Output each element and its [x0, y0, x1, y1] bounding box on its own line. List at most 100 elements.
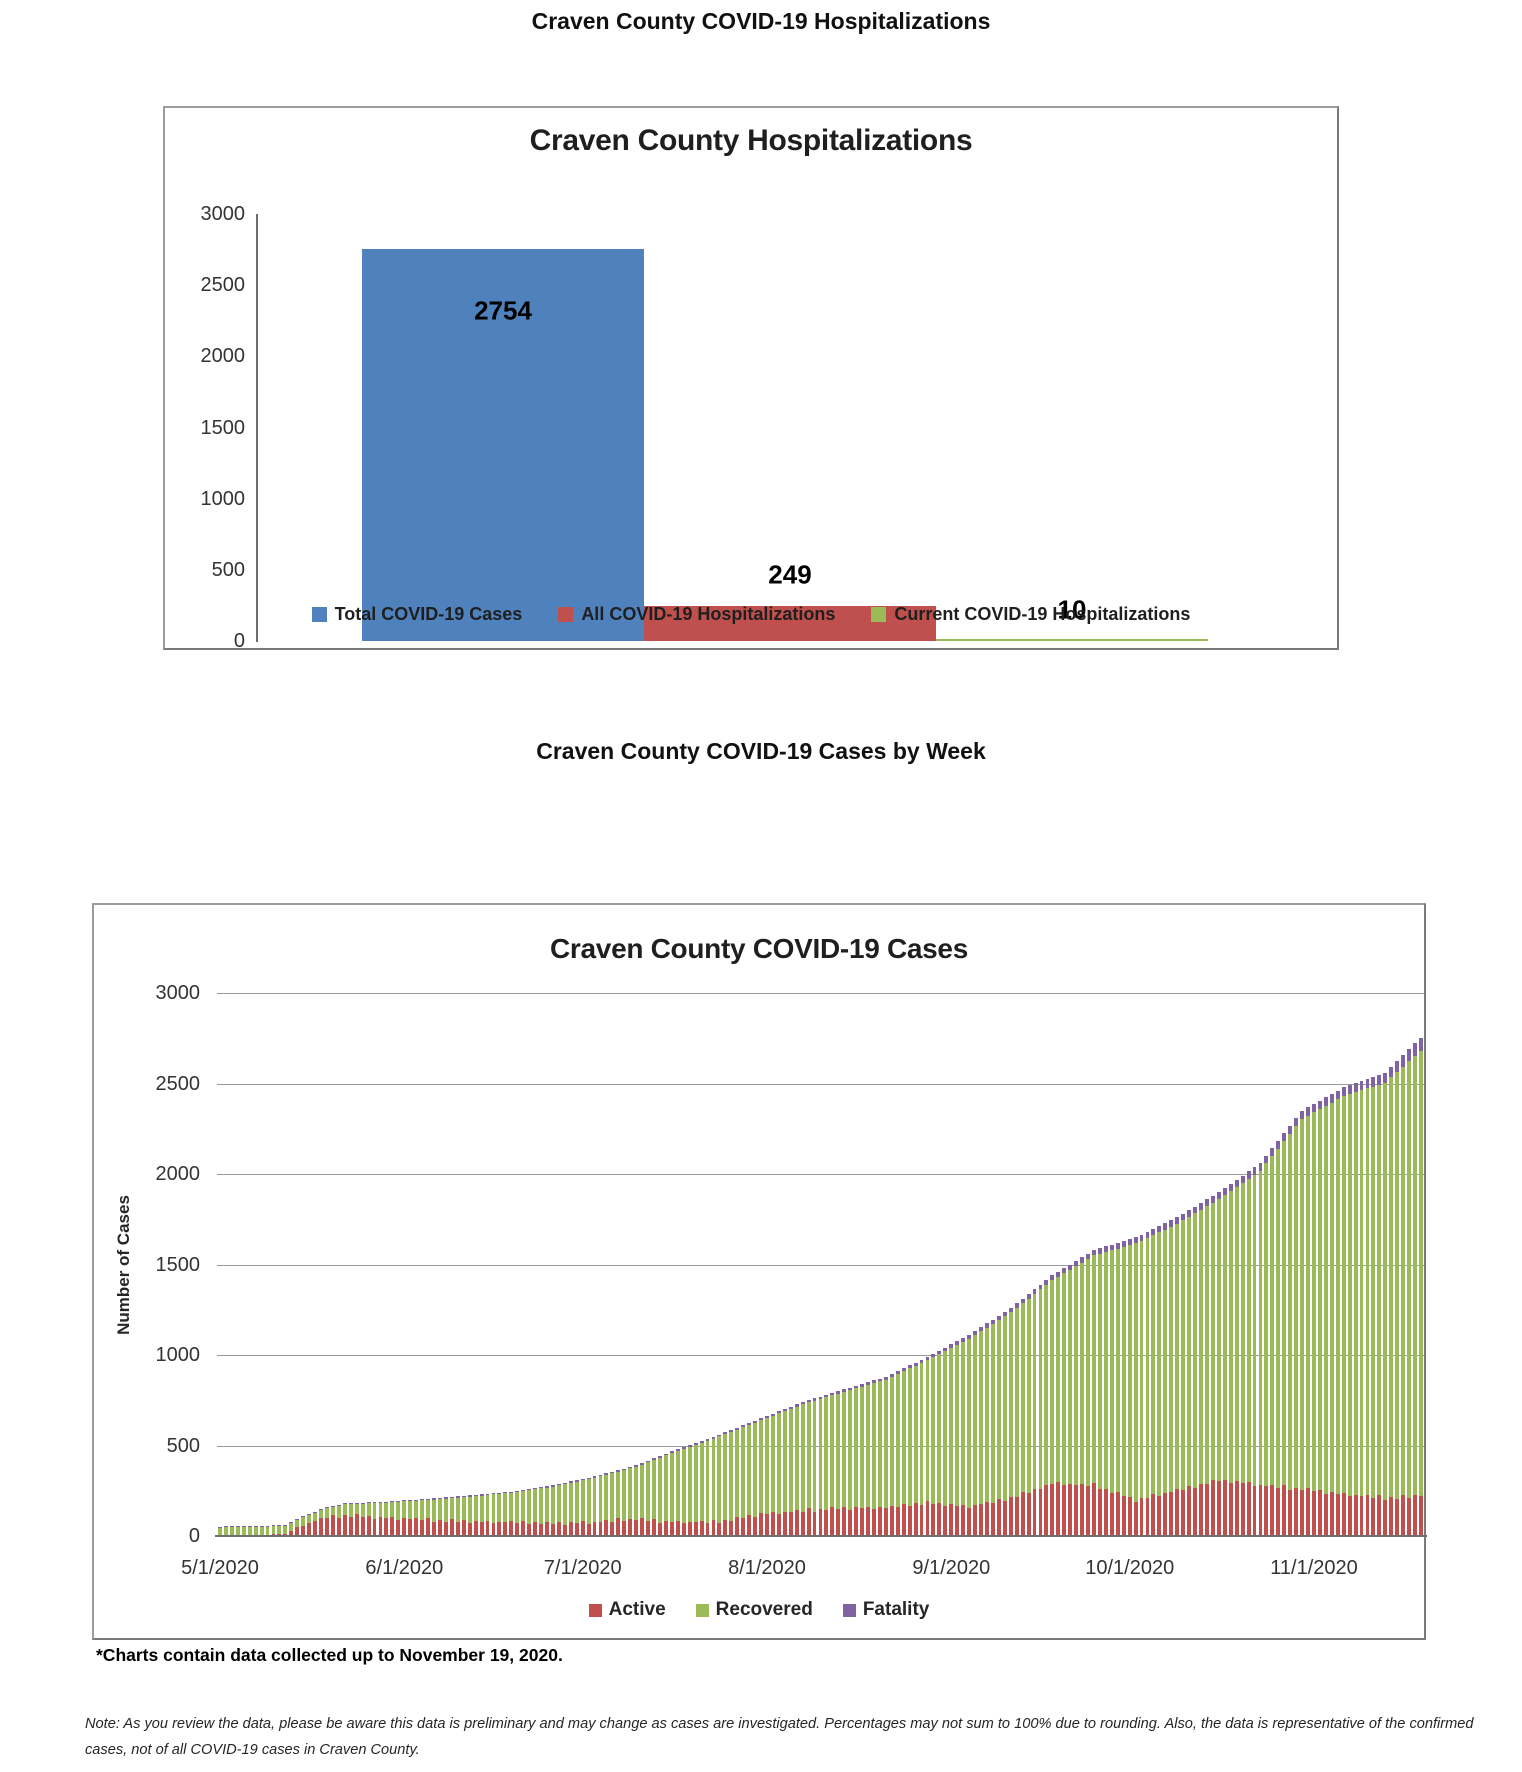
recovered-segment	[640, 1464, 645, 1518]
recovered-segment	[604, 1474, 609, 1521]
fatality-segment	[1335, 1090, 1340, 1100]
recovered-segment	[1139, 1240, 1144, 1498]
stacked-bar	[1056, 1271, 1061, 1536]
fatality-segment	[313, 1511, 318, 1513]
stacked-bar	[1151, 1228, 1156, 1536]
recovered-segment	[1294, 1126, 1299, 1488]
fatality-segment	[806, 1400, 811, 1403]
active-segment	[1086, 1485, 1090, 1536]
recovered-segment	[1353, 1092, 1358, 1495]
active-segment	[1169, 1492, 1174, 1536]
fatality-segment	[354, 1502, 359, 1504]
active-segment	[1151, 1494, 1156, 1536]
recovered-segment	[325, 1508, 329, 1519]
active-segment	[895, 1507, 900, 1536]
active-segment	[765, 1514, 769, 1536]
active-segment	[687, 1521, 692, 1536]
recovered-segment	[1181, 1220, 1186, 1491]
active-segment	[616, 1518, 621, 1536]
recovered-segment	[1222, 1195, 1227, 1480]
active-segment	[1383, 1499, 1388, 1536]
stacked-bar	[527, 1488, 532, 1536]
page-title-hospitalizations: Craven County COVID-19 Hospitalizations	[531, 8, 991, 34]
fatality-segment	[301, 1516, 306, 1518]
stacked-bar	[693, 1442, 698, 1536]
active-segment	[901, 1503, 906, 1536]
recovered-segment	[473, 1496, 478, 1521]
fatality-segment	[1359, 1080, 1364, 1091]
active-segment	[1210, 1479, 1215, 1536]
stacked-bar	[1020, 1298, 1025, 1536]
recovered-segment	[396, 1501, 401, 1520]
active-segment	[521, 1520, 526, 1536]
recovered-segment	[1163, 1229, 1168, 1493]
y-tick-label: 1500	[200, 416, 246, 439]
recovered-segment	[973, 1335, 977, 1506]
recovered-segment	[693, 1444, 698, 1523]
stacked-bar	[420, 1499, 425, 1536]
recovered-segment	[592, 1477, 597, 1522]
recovered-segment	[455, 1497, 460, 1522]
stacked-bar	[616, 1470, 621, 1536]
active-segment	[348, 1516, 353, 1536]
y-tick-label: 1500	[155, 1253, 201, 1276]
stacked-bar	[848, 1387, 853, 1536]
stacked-bar	[657, 1456, 662, 1536]
stacked-bar	[402, 1500, 407, 1536]
active-segment	[622, 1521, 627, 1536]
stacked-bar	[794, 1404, 799, 1536]
recovered-segment	[955, 1344, 960, 1507]
active-segment	[961, 1504, 966, 1536]
cases-stacked-bar-chart: Craven County COVID-19 Cases Number of C…	[92, 903, 1427, 1640]
fatality-segment	[753, 1420, 757, 1423]
fatality-segment	[1038, 1284, 1043, 1290]
active-segment	[705, 1522, 710, 1536]
recovered-segment	[747, 1424, 752, 1516]
fatality-segment	[1228, 1183, 1233, 1192]
recovered-segment	[937, 1354, 942, 1503]
stacked-bar	[301, 1516, 306, 1536]
recovered-segment	[1240, 1182, 1245, 1484]
recovered-segment	[800, 1404, 805, 1512]
fatality-segment	[437, 1497, 442, 1500]
fatality-segment	[996, 1315, 1001, 1320]
fatality-segment	[1086, 1253, 1090, 1259]
stacked-bar	[1270, 1148, 1275, 1536]
recovered-segment	[1127, 1245, 1132, 1497]
fatality-segment	[1133, 1237, 1138, 1244]
active-segment	[883, 1507, 888, 1536]
active-segment	[491, 1523, 496, 1536]
recovered-segment	[330, 1506, 335, 1515]
stacked-bar	[628, 1466, 633, 1536]
recovered-segment	[889, 1376, 894, 1506]
fatality-segment	[348, 1503, 353, 1505]
fatality-segment	[390, 1501, 395, 1503]
fatality-segment	[1252, 1167, 1257, 1175]
fatality-segment	[598, 1474, 603, 1477]
recovered-segment	[1097, 1253, 1102, 1490]
recovered-segment	[1413, 1055, 1417, 1496]
fatality-segment	[646, 1460, 650, 1463]
stacked-bar	[1395, 1060, 1400, 1536]
fatality-segment	[515, 1490, 520, 1493]
legend-swatch-icon	[558, 607, 574, 622]
stacked-bar	[800, 1402, 805, 1536]
active-segment	[1092, 1483, 1096, 1536]
fatality-segment	[1026, 1294, 1031, 1299]
fatality-segment	[1169, 1220, 1174, 1227]
active-segment	[1115, 1491, 1120, 1536]
recovered-segment	[1365, 1088, 1370, 1496]
active-segment	[319, 1517, 323, 1536]
fatality-segment	[652, 1458, 656, 1460]
fatality-segment	[1347, 1085, 1352, 1095]
stacked-bar	[877, 1378, 882, 1536]
grid-line	[217, 993, 1424, 994]
stacked-bar	[521, 1489, 526, 1536]
active-segment	[776, 1513, 781, 1536]
active-segment	[283, 1533, 288, 1536]
stacked-bar	[1252, 1167, 1257, 1536]
stacked-bar	[586, 1477, 591, 1536]
bar-data-label: 2754	[474, 295, 532, 326]
active-segment	[1145, 1497, 1150, 1536]
recovered-segment	[669, 1453, 674, 1523]
